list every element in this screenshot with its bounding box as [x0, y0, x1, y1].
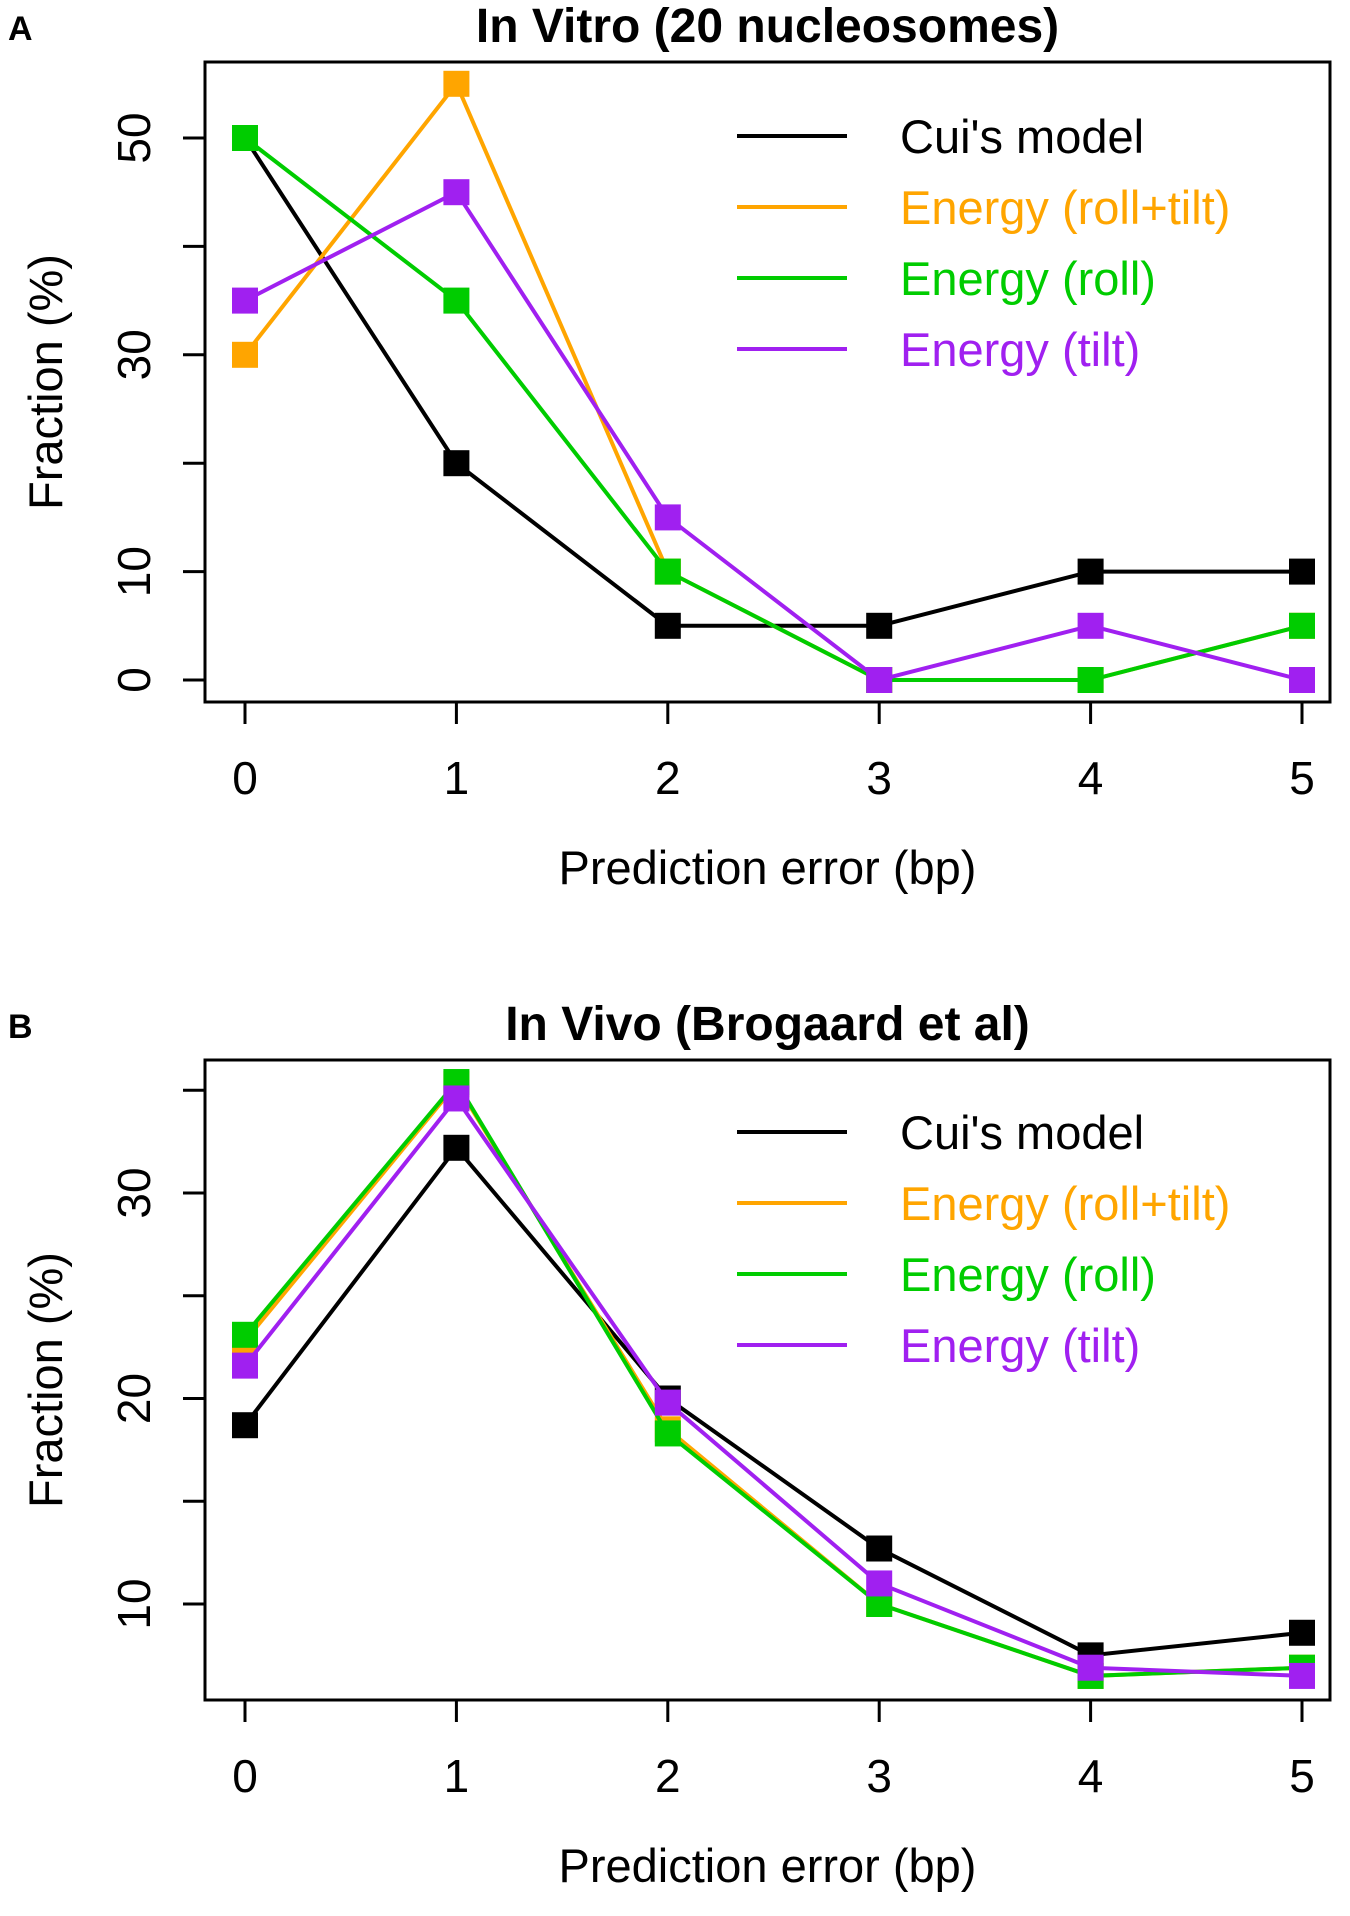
data-point	[232, 1412, 258, 1439]
data-point	[443, 179, 470, 206]
x-tick-label: 3	[866, 1750, 892, 1802]
data-point	[1289, 667, 1315, 693]
data-point	[654, 558, 681, 585]
x-axis: 0 1 2 3 4 5	[232, 702, 1315, 804]
x-tick-label: 5	[1289, 752, 1315, 804]
y-tick-label: 20	[108, 1373, 160, 1424]
y-axis-label: Fraction (%)	[19, 254, 72, 510]
chart-title: In Vivo (Brogaard et al)	[505, 998, 1030, 1051]
x-tick-label: 0	[232, 752, 258, 804]
y-tick-label: 30	[108, 1167, 160, 1218]
data-point	[443, 287, 470, 314]
data-point	[654, 504, 681, 531]
data-point	[443, 450, 470, 477]
y-tick-label: 30	[108, 329, 160, 380]
panel-a: A In Vitro (20 nucleosomes) 0 1 2 3 4 5 Predicti…	[8, 0, 1332, 894]
data-point	[232, 341, 258, 368]
x-tick-label: 4	[1078, 1750, 1104, 1802]
data-point	[1077, 667, 1104, 693]
legend: Cui's model Energy (roll+tilt) Energy (rol…	[737, 1106, 1230, 1372]
data-point	[866, 667, 893, 693]
x-tick-label: 5	[1289, 1750, 1315, 1802]
series-1	[232, 1071, 1315, 1689]
x-tick-label: 3	[866, 752, 892, 804]
data-point	[232, 1321, 258, 1348]
x-tick-label: 0	[232, 1750, 258, 1802]
data-point	[1077, 558, 1104, 585]
data-point	[866, 612, 893, 639]
x-tick-label: 2	[655, 1750, 681, 1802]
series-line	[243, 1078, 1303, 1678]
series-line	[243, 136, 1303, 682]
data-point	[443, 1134, 470, 1161]
data-point	[443, 70, 470, 97]
series-line	[244, 189, 1303, 683]
legend-label: Energy (tilt)	[900, 1319, 1140, 1372]
plot-frame	[203, 60, 1332, 704]
data-point	[654, 1389, 681, 1416]
x-tick-label: 1	[444, 752, 470, 804]
panel-label: A	[8, 10, 33, 48]
y-tick-label: 0	[108, 667, 160, 693]
x-tick-label: 4	[1078, 752, 1104, 804]
series-3	[232, 1085, 1315, 1689]
data-point	[866, 1570, 893, 1597]
y-axis: 0 10 30 50	[108, 112, 205, 693]
legend-label: Energy (roll)	[900, 252, 1156, 305]
data-point	[654, 1420, 681, 1447]
data-point	[866, 1535, 893, 1562]
y-axis: 10 20 30	[108, 1088, 205, 1630]
legend-label: Energy (tilt)	[900, 323, 1140, 376]
data-point	[1289, 1662, 1315, 1689]
chart-title: In Vitro (20 nucleosomes)	[476, 0, 1059, 53]
x-axis: 0 1 2 3 4 5	[232, 1700, 1315, 1802]
x-tick-label: 1	[444, 1750, 470, 1802]
series-line	[243, 1095, 1303, 1678]
y-tick-label: 50	[108, 112, 160, 163]
data-point	[232, 287, 258, 314]
panel-label: B	[8, 1008, 33, 1046]
data-point	[1077, 612, 1104, 639]
data-point	[654, 612, 681, 639]
legend-label: Cui's model	[900, 110, 1144, 163]
series-3	[232, 179, 1315, 693]
x-axis-label: Prediction error (bp)	[559, 1839, 977, 1892]
series-line	[243, 1080, 1303, 1678]
x-tick-label: 2	[655, 752, 681, 804]
legend-label: Energy (roll+tilt)	[900, 181, 1230, 234]
legend: Cui's model Energy (roll+tilt) Energy (rol…	[737, 110, 1230, 376]
y-axis-label: Fraction (%)	[19, 1252, 72, 1508]
y-tick-label: 10	[108, 546, 160, 597]
panel-b: B In Vivo (Brogaard et al) 0 1 2 3 4 5 Predictio…	[8, 998, 1332, 1892]
data-point	[1289, 612, 1315, 639]
legend-label: Energy (roll)	[900, 1248, 1156, 1301]
data-point	[1077, 1654, 1104, 1681]
plot-frame	[203, 1058, 1332, 1702]
data-point	[1289, 558, 1315, 585]
x-axis-label: Prediction error (bp)	[559, 841, 977, 894]
data-point	[1289, 1619, 1315, 1646]
legend-label: Energy (roll+tilt)	[900, 1177, 1230, 1230]
data-point	[232, 1352, 258, 1379]
legend-label: Cui's model	[900, 1106, 1144, 1159]
data-point	[232, 125, 258, 151]
y-tick-label: 10	[108, 1578, 160, 1629]
series-line	[243, 1144, 1303, 1658]
data-point	[443, 1085, 470, 1112]
